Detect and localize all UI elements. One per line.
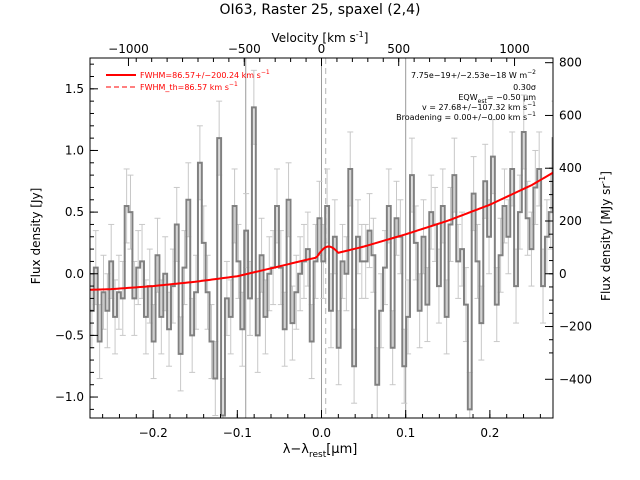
top-tick-label: 500 bbox=[387, 42, 410, 56]
chart-title: OI63, Raster 25, spaxel (2,4) bbox=[220, 2, 421, 18]
annotation-broadening: Broadening = 0.00+/−0.00 km s−1 bbox=[396, 111, 536, 122]
fit-annotations: 7.75e−19+/−2.53e−18 W m−2 0.30σ EQWest= … bbox=[396, 69, 536, 122]
top-tick-label: −500 bbox=[228, 42, 261, 56]
right-tick-label: −400 bbox=[559, 372, 592, 386]
top-tick-label: 0 bbox=[318, 42, 326, 56]
right-tick-label: 200 bbox=[559, 214, 582, 228]
right-axis-label: Flux density [MJy sr-1] bbox=[598, 171, 613, 301]
legend: FWHM=86.57+/−200.24 km s−1 FWHM_th=86.57… bbox=[106, 69, 270, 92]
x-tick-label: −0.2 bbox=[139, 426, 168, 440]
legend-label-fwhm-th: FWHM_th=86.57 km s−1 bbox=[140, 81, 238, 92]
annotation-integrated-flux: 7.75e−19+/−2.53e−18 W m−2 bbox=[411, 69, 536, 80]
spectrum-line bbox=[90, 106, 553, 417]
top-tick-label: 1000 bbox=[499, 42, 530, 56]
right-tick-label: −200 bbox=[559, 320, 592, 334]
top-tick-label: −1000 bbox=[108, 42, 149, 56]
right-tick-label: 600 bbox=[559, 108, 582, 122]
x-tick-label: 0.2 bbox=[480, 426, 499, 440]
y-tick-label: 1.0 bbox=[65, 143, 84, 157]
y-tick-label: −1.0 bbox=[55, 390, 84, 404]
fit-curve bbox=[90, 171, 553, 291]
right-tick-label: 800 bbox=[559, 56, 582, 70]
y-tick-label: −0.5 bbox=[55, 328, 84, 342]
y-tick-label: 1.5 bbox=[65, 82, 84, 96]
x-axis-label: λ−λrest[μm] bbox=[283, 442, 358, 460]
right-tick-label: 0 bbox=[559, 267, 567, 281]
y-tick-label: 0.0 bbox=[65, 267, 84, 281]
spectrum-series bbox=[90, 69, 553, 418]
y-tick-label: 0.5 bbox=[65, 205, 84, 219]
x-tick-label: 0.0 bbox=[312, 426, 331, 440]
right-tick-label: 400 bbox=[559, 161, 582, 175]
top-axis-label: Velocity [km s-1] bbox=[272, 30, 369, 45]
y-axis-label: Flux density [Jy] bbox=[29, 188, 43, 285]
x-tick-label: 0.1 bbox=[396, 426, 415, 440]
x-tick-label: −0.1 bbox=[223, 426, 252, 440]
plot-area: −0.2 −0.1 0.0 0.1 0.2 −1000 −500 0 500 1000 −1.0 −0… bbox=[55, 42, 592, 440]
annotation-significance: 0.30σ bbox=[513, 83, 536, 92]
legend-label-fwhm: FWHM=86.57+/−200.24 km s−1 bbox=[140, 69, 270, 80]
annotation-eqw: EQWest= −0.50 μm bbox=[458, 93, 536, 105]
annotation-velocity: v = 27.68+/−107.32 km s−1 bbox=[422, 101, 536, 112]
